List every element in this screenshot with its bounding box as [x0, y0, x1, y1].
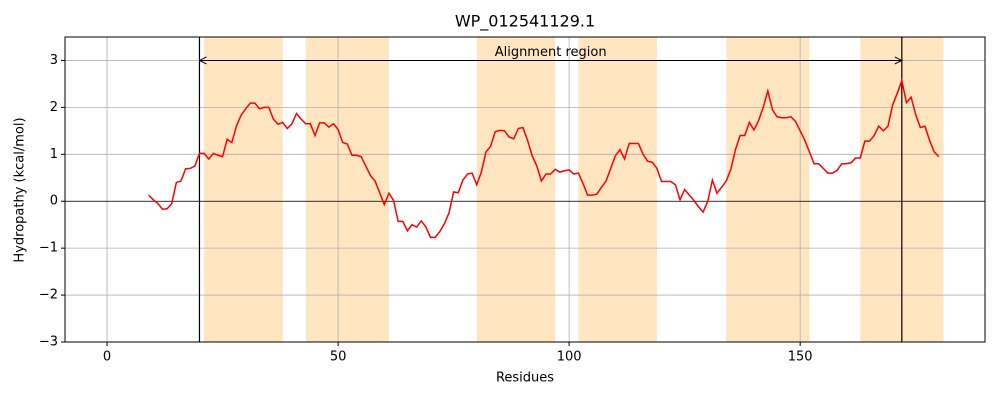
y-tick-label: 0	[50, 194, 58, 209]
shaded-region	[578, 37, 657, 342]
x-tick-label: 150	[788, 350, 813, 365]
arrow-head	[198, 56, 207, 65]
annotation: Alignment region	[495, 45, 607, 60]
y-tick-label: 2	[50, 100, 58, 115]
y-tick-label: −2	[39, 288, 58, 303]
shaded-region	[204, 37, 283, 342]
x-tick-label: 100	[557, 350, 582, 365]
x-tick-label: 0	[103, 350, 111, 365]
x-axis-label: Residues	[496, 371, 554, 386]
chart-title: WP_012541129.1	[455, 12, 595, 32]
y-axis-label: Hydropathy (kcal/mol)	[13, 117, 28, 262]
shaded-region	[726, 37, 810, 342]
shaded-region	[476, 37, 556, 342]
x-tick-label: 50	[330, 350, 347, 365]
arrow-head	[894, 56, 903, 65]
y-tick-label: 1	[50, 147, 58, 162]
y-tick-label: −1	[39, 241, 58, 256]
y-tick-label: 3	[50, 53, 58, 68]
shaded-region	[305, 37, 389, 342]
hydropathy-line	[148, 77, 940, 239]
y-tick-label: −3	[39, 335, 58, 350]
plot-frame	[64, 36, 986, 343]
